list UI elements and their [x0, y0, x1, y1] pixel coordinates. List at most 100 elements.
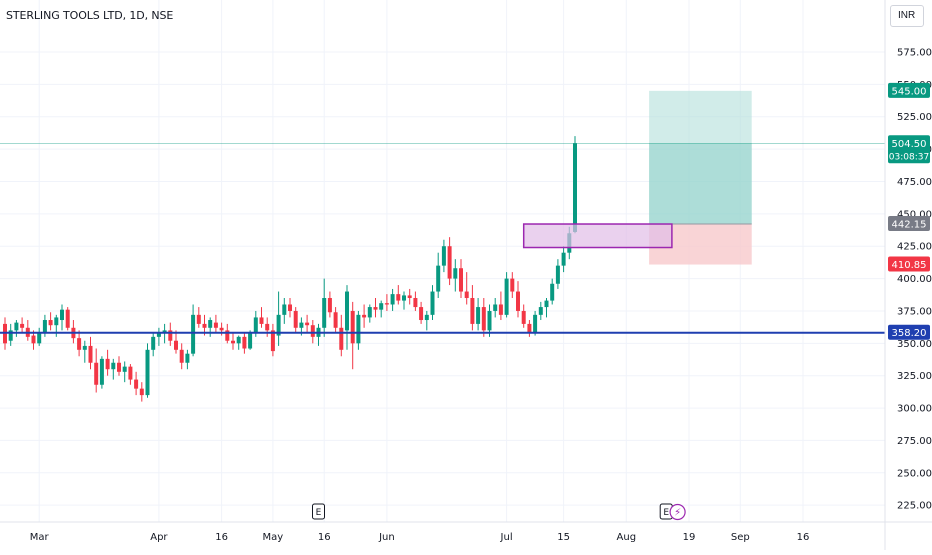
- price-labels: 545.00 504.50 03:08:37 442.15 410.85 358.20: [888, 82, 930, 340]
- candle-body: [14, 322, 19, 331]
- candle: [436, 252, 441, 299]
- candle: [407, 288, 412, 305]
- candle: [236, 335, 241, 350]
- candle-body: [476, 307, 481, 324]
- candle: [156, 327, 161, 346]
- candle: [573, 136, 577, 234]
- price-tag-bg: [888, 216, 930, 232]
- candle: [476, 298, 481, 331]
- candle-body: [37, 332, 42, 344]
- candle: [481, 298, 486, 337]
- candle: [196, 307, 201, 328]
- dividend-badge: [669, 503, 686, 521]
- candle-body: [305, 322, 310, 326]
- candle: [498, 291, 503, 321]
- candle-body: [367, 307, 372, 318]
- candle-body: [527, 323, 532, 333]
- candle: [128, 364, 133, 385]
- time-tick-label: 16: [318, 532, 331, 543]
- candle-body: [390, 294, 395, 305]
- time-tick-label: 16: [797, 532, 810, 543]
- candle-body: [453, 268, 458, 279]
- candle-body: [550, 283, 555, 301]
- candle: [191, 304, 196, 357]
- candle: [419, 301, 424, 324]
- price-tick-label: 250.00: [897, 468, 932, 479]
- candle-body: [561, 252, 566, 266]
- candle: [516, 281, 520, 318]
- candle-body: [185, 353, 190, 363]
- candle: [333, 307, 338, 333]
- candle-body: [555, 265, 560, 284]
- earnings-marker: E: [312, 503, 325, 520]
- candle-body: [77, 338, 82, 350]
- candle-body: [356, 314, 361, 344]
- candle: [185, 349, 190, 370]
- chart-title: STERLING TOOLS LTD, 1D, NSE: [6, 9, 174, 22]
- candle-body: [174, 340, 178, 350]
- candle-body: [402, 295, 406, 301]
- price-tick-label: 300.00: [897, 404, 932, 415]
- candle-body: [20, 323, 25, 328]
- price-tag: 504.50 03:08:37: [888, 135, 930, 164]
- candle: [487, 304, 492, 337]
- candle-body: [538, 307, 543, 315]
- candle-body: [322, 298, 327, 328]
- price-tick-label: 400.00: [897, 274, 932, 285]
- candle: [402, 291, 406, 310]
- candle-body: [299, 322, 304, 328]
- candle-body: [236, 336, 241, 344]
- candle-body: [447, 246, 452, 279]
- candle: [282, 298, 287, 324]
- time-tick-label: Sep: [731, 532, 750, 543]
- price-tick-label: 225.00: [897, 501, 932, 512]
- candle: [20, 317, 25, 333]
- candle-body: [516, 291, 520, 311]
- candle: [117, 356, 121, 376]
- candle: [390, 288, 395, 311]
- candle-body: [179, 349, 184, 363]
- candle-body: [151, 336, 156, 350]
- time-axis: 15MarApr16May16JunJul15Aug19Sep16: [0, 521, 932, 543]
- candle-body: [231, 340, 235, 344]
- time-tick-label: Mar: [30, 532, 50, 543]
- candle: [310, 320, 315, 344]
- time-tick-label: Aug: [617, 532, 637, 543]
- price-tick-label: 475.00: [897, 177, 932, 188]
- candle-body: [470, 298, 475, 324]
- candle: [111, 358, 116, 380]
- demand-zone: [522, 223, 673, 249]
- candle-body: [384, 303, 389, 305]
- demand-zone-rect: [522, 223, 673, 249]
- candle-body: [128, 366, 133, 380]
- candle-body: [42, 320, 47, 333]
- candle-body: [105, 358, 110, 370]
- candle-body: [156, 332, 161, 337]
- candle-body: [94, 362, 99, 385]
- candle: [37, 327, 42, 346]
- currency-selector[interactable]: INR: [890, 5, 924, 27]
- candle: [168, 322, 173, 346]
- price-tag-bg: [888, 324, 930, 340]
- price-tag-countdown: 03:08:37: [889, 152, 929, 162]
- candle-body: [282, 304, 287, 315]
- candle-body: [510, 278, 515, 292]
- earnings-label: E: [316, 508, 322, 518]
- candle: [533, 310, 538, 336]
- candle-body: [117, 362, 121, 372]
- time-tick-label: 16: [215, 532, 228, 543]
- candle: [8, 323, 13, 346]
- candle-body: [441, 246, 446, 266]
- candle-body: [498, 304, 503, 315]
- price-tag: 410.85: [888, 256, 930, 272]
- candle: [424, 310, 429, 331]
- candle: [470, 285, 475, 331]
- price-tick-label: 575.00: [897, 48, 932, 59]
- candle-body: [191, 314, 196, 354]
- candle: [350, 301, 355, 370]
- profit-fill: [649, 143, 752, 225]
- candle: [288, 298, 292, 318]
- candle-body: [459, 268, 463, 292]
